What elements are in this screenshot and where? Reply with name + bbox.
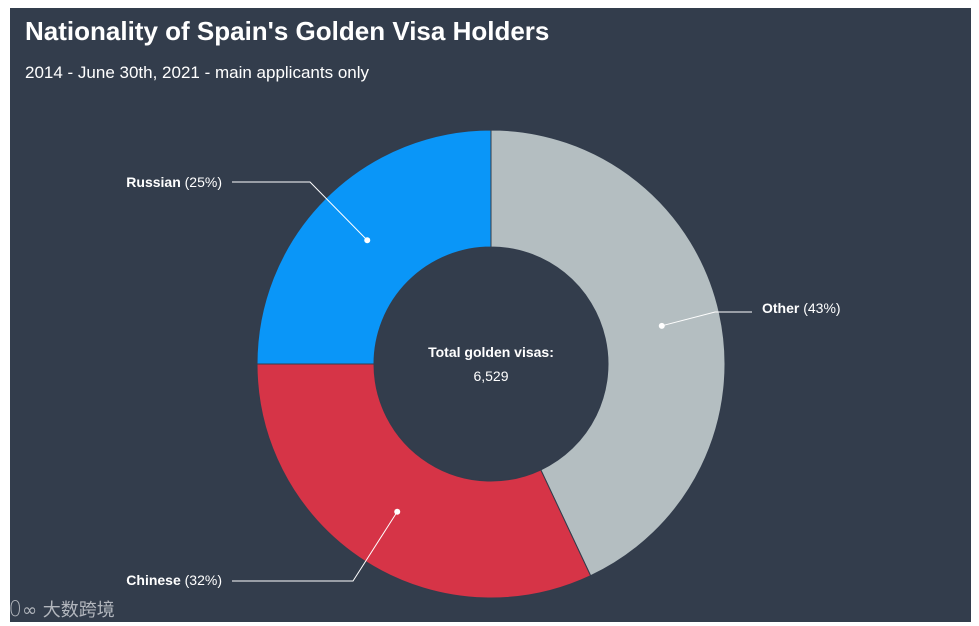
slice-label-chinese: Chinese (32%) — [126, 572, 222, 588]
slice-label-percent: (43%) — [803, 300, 840, 316]
leader-dot-chinese — [394, 508, 401, 515]
donut-slices — [256, 129, 726, 599]
watermark-logo-icon: ꄲ∞ — [8, 600, 38, 621]
slice-russian — [256, 129, 492, 365]
slice-chinese — [256, 363, 592, 599]
leader-line-russian — [232, 181, 368, 241]
watermark-text: 大数跨境 — [42, 600, 115, 621]
slice-label-russian: Russian (25%) — [126, 174, 222, 190]
watermark: ꄲ∞ 大数跨境 — [8, 596, 115, 622]
slice-labels: Other (43%) Chinese (32%) Russian (25%) — [126, 174, 840, 588]
center-value: 6,529 — [473, 368, 508, 384]
slice-label-percent: (32%) — [185, 572, 222, 588]
leader-dot-russian — [364, 237, 371, 244]
chart-title: Nationality of Spain's Golden Visa Holde… — [25, 16, 550, 46]
leader-dot-other — [658, 322, 665, 329]
slice-label-name: Chinese — [126, 572, 184, 588]
slice-label-name: Russian — [126, 174, 184, 190]
slice-other — [490, 129, 726, 577]
slice-label-name: Other — [762, 300, 803, 316]
chart-subtitle: 2014 - June 30th, 2021 - main applicants… — [25, 63, 370, 82]
slice-leader-lines — [232, 181, 752, 582]
slice-label-percent: (25%) — [185, 174, 222, 190]
center-label: Total golden visas: — [428, 344, 554, 360]
slice-label-other: Other (43%) — [762, 300, 841, 316]
leader-line-other — [661, 311, 752, 327]
leader-line-chinese — [232, 511, 398, 582]
